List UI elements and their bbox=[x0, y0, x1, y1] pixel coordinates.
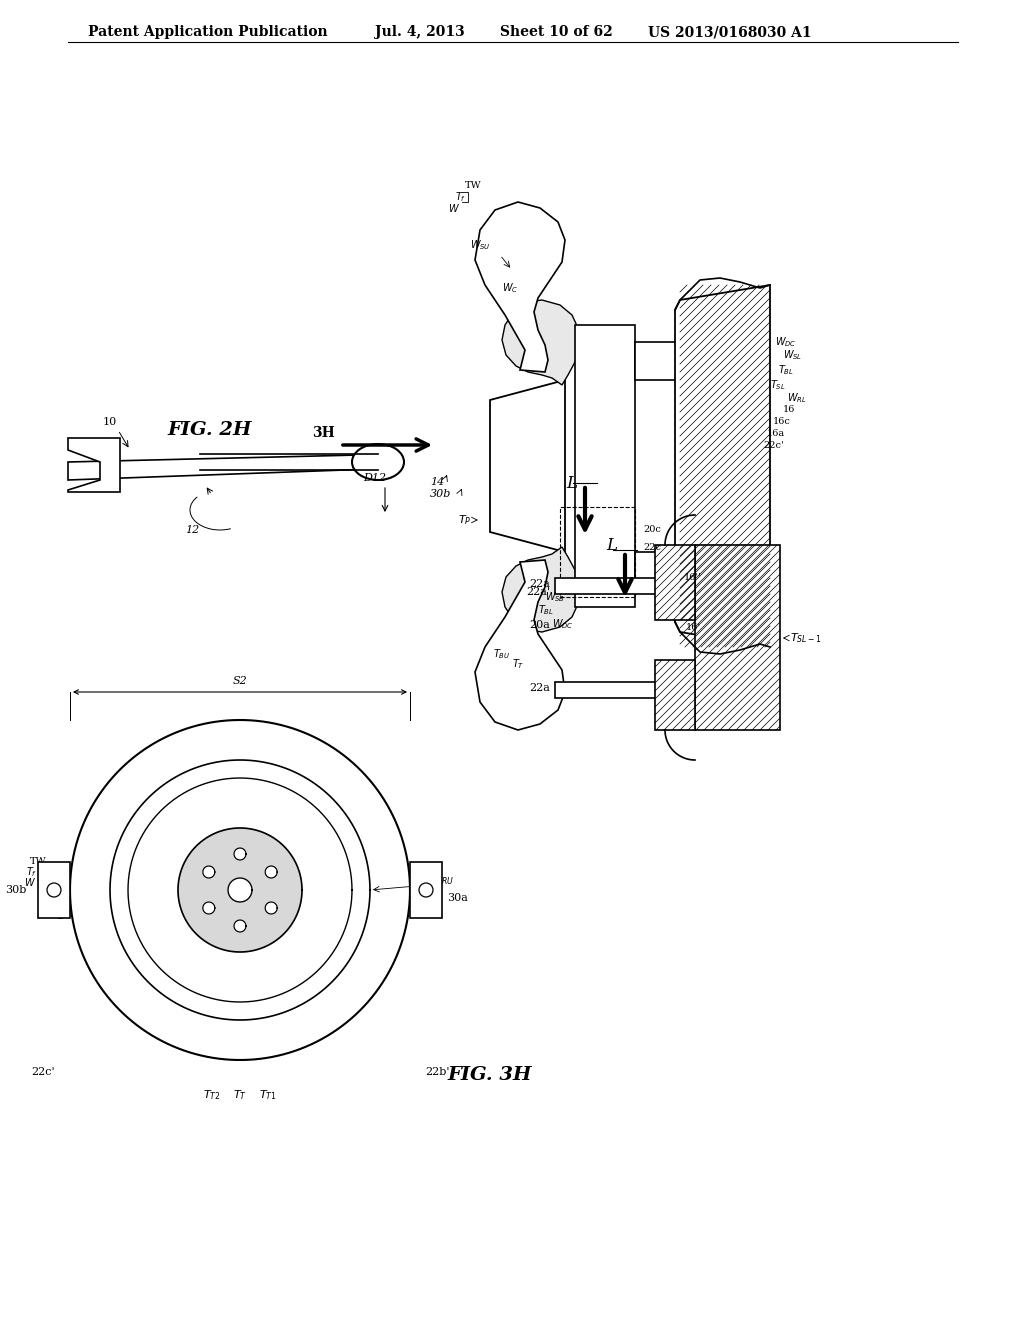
Polygon shape bbox=[502, 300, 580, 385]
Text: $T_{BU}$: $T_{BU}$ bbox=[494, 647, 511, 661]
Text: $W$: $W$ bbox=[449, 202, 460, 214]
Text: 30b: 30b bbox=[430, 488, 452, 499]
Text: $W_{SU}$: $W_{SU}$ bbox=[470, 238, 490, 252]
Bar bbox=[38, 862, 70, 917]
Text: $T_f$: $T_f$ bbox=[455, 190, 466, 203]
Text: $T_{BL}$: $T_{BL}$ bbox=[538, 603, 554, 616]
Polygon shape bbox=[110, 760, 370, 1020]
Text: $W_{RL}$: $W_{RL}$ bbox=[787, 391, 807, 405]
Text: $W_{SL}$: $W_{SL}$ bbox=[783, 348, 803, 362]
Ellipse shape bbox=[352, 444, 404, 480]
Text: 22c': 22c' bbox=[763, 441, 783, 450]
Polygon shape bbox=[490, 380, 565, 552]
Text: $W_{DC}$: $W_{DC}$ bbox=[775, 335, 797, 348]
Text: $W$: $W$ bbox=[24, 876, 36, 888]
Text: L: L bbox=[566, 474, 577, 491]
Text: 30a: 30a bbox=[447, 894, 468, 903]
Polygon shape bbox=[234, 920, 246, 932]
Bar bbox=[560, 507, 635, 597]
Text: D12: D12 bbox=[364, 473, 387, 483]
Text: 12: 12 bbox=[185, 525, 200, 535]
Circle shape bbox=[47, 883, 61, 898]
Text: Patent Application Publication: Patent Application Publication bbox=[88, 25, 328, 40]
Text: 22c: 22c bbox=[643, 543, 662, 552]
Bar bbox=[635, 342, 680, 380]
Polygon shape bbox=[68, 454, 400, 480]
Text: $T_f$: $T_f$ bbox=[26, 865, 37, 879]
Text: $W_{DC}$: $W_{DC}$ bbox=[552, 618, 573, 631]
Text: $T_{SL}$: $T_{SL}$ bbox=[770, 378, 785, 392]
Text: 16': 16' bbox=[685, 623, 700, 631]
Text: 22a: 22a bbox=[529, 682, 550, 693]
Text: 20c: 20c bbox=[643, 524, 660, 533]
Text: $T_{SU}$: $T_{SU}$ bbox=[258, 795, 278, 809]
Polygon shape bbox=[203, 866, 215, 878]
Polygon shape bbox=[265, 866, 278, 878]
Text: TW: TW bbox=[465, 181, 481, 190]
Bar bbox=[655, 545, 695, 620]
Text: $T_{SL-1}$: $T_{SL-1}$ bbox=[790, 631, 822, 645]
Text: $T_T$: $T_T$ bbox=[512, 657, 524, 671]
Bar bbox=[555, 682, 695, 698]
Text: $T_{C1}$: $T_{C1}$ bbox=[169, 964, 187, 977]
Text: S2: S2 bbox=[232, 676, 248, 686]
Text: 22a: 22a bbox=[529, 579, 550, 589]
Text: 16c: 16c bbox=[773, 417, 791, 426]
Circle shape bbox=[419, 883, 433, 898]
Text: FIG. 3H: FIG. 3H bbox=[447, 1067, 532, 1084]
Text: TW: TW bbox=[30, 858, 47, 866]
Text: $T_{T2}$: $T_{T2}$ bbox=[203, 1088, 221, 1102]
Text: $T_P$: $T_P$ bbox=[459, 513, 472, 527]
Text: 22c': 22c' bbox=[32, 1067, 55, 1077]
Polygon shape bbox=[675, 285, 770, 647]
Text: 22a': 22a' bbox=[526, 587, 550, 597]
Polygon shape bbox=[68, 438, 120, 492]
Bar bbox=[695, 545, 780, 730]
Text: US 2013/0168030 A1: US 2013/0168030 A1 bbox=[648, 25, 812, 40]
Polygon shape bbox=[178, 828, 302, 952]
Bar bbox=[635, 552, 680, 590]
Polygon shape bbox=[70, 719, 410, 1060]
Text: 3H: 3H bbox=[312, 426, 335, 440]
Text: L: L bbox=[606, 536, 617, 553]
Text: 16'': 16'' bbox=[684, 573, 701, 582]
Bar bbox=[575, 325, 635, 607]
Text: 16: 16 bbox=[783, 405, 796, 414]
Text: $W_C$: $W_C$ bbox=[502, 281, 518, 294]
Text: $T_T$: $T_T$ bbox=[233, 1088, 247, 1102]
Text: 16a: 16a bbox=[767, 429, 785, 438]
Text: 20a: 20a bbox=[529, 620, 550, 630]
Polygon shape bbox=[502, 546, 580, 632]
Text: $W_{RU}$: $W_{RU}$ bbox=[430, 873, 454, 887]
Text: 30b: 30b bbox=[5, 884, 26, 895]
Bar bbox=[655, 660, 695, 730]
Text: 10: 10 bbox=[102, 417, 117, 426]
Text: Jul. 4, 2013: Jul. 4, 2013 bbox=[375, 25, 465, 40]
Text: $T_{BL}$: $T_{BL}$ bbox=[778, 363, 794, 378]
Polygon shape bbox=[203, 902, 215, 913]
Text: FIG. 2H: FIG. 2H bbox=[168, 421, 252, 440]
Text: Sheet 10 of 62: Sheet 10 of 62 bbox=[500, 25, 612, 40]
Polygon shape bbox=[228, 878, 252, 902]
Text: $T_{T1}$: $T_{T1}$ bbox=[259, 1088, 276, 1102]
Polygon shape bbox=[234, 847, 246, 861]
Text: 22b': 22b' bbox=[425, 1067, 450, 1077]
Text: $T_{C3}$: $T_{C3}$ bbox=[173, 841, 191, 855]
Bar bbox=[410, 862, 442, 917]
Polygon shape bbox=[265, 902, 278, 913]
Polygon shape bbox=[475, 560, 565, 730]
Text: $W_{SB}$: $W_{SB}$ bbox=[545, 590, 565, 605]
Text: 14: 14 bbox=[430, 477, 444, 487]
Bar bbox=[555, 578, 695, 594]
Polygon shape bbox=[475, 202, 565, 372]
